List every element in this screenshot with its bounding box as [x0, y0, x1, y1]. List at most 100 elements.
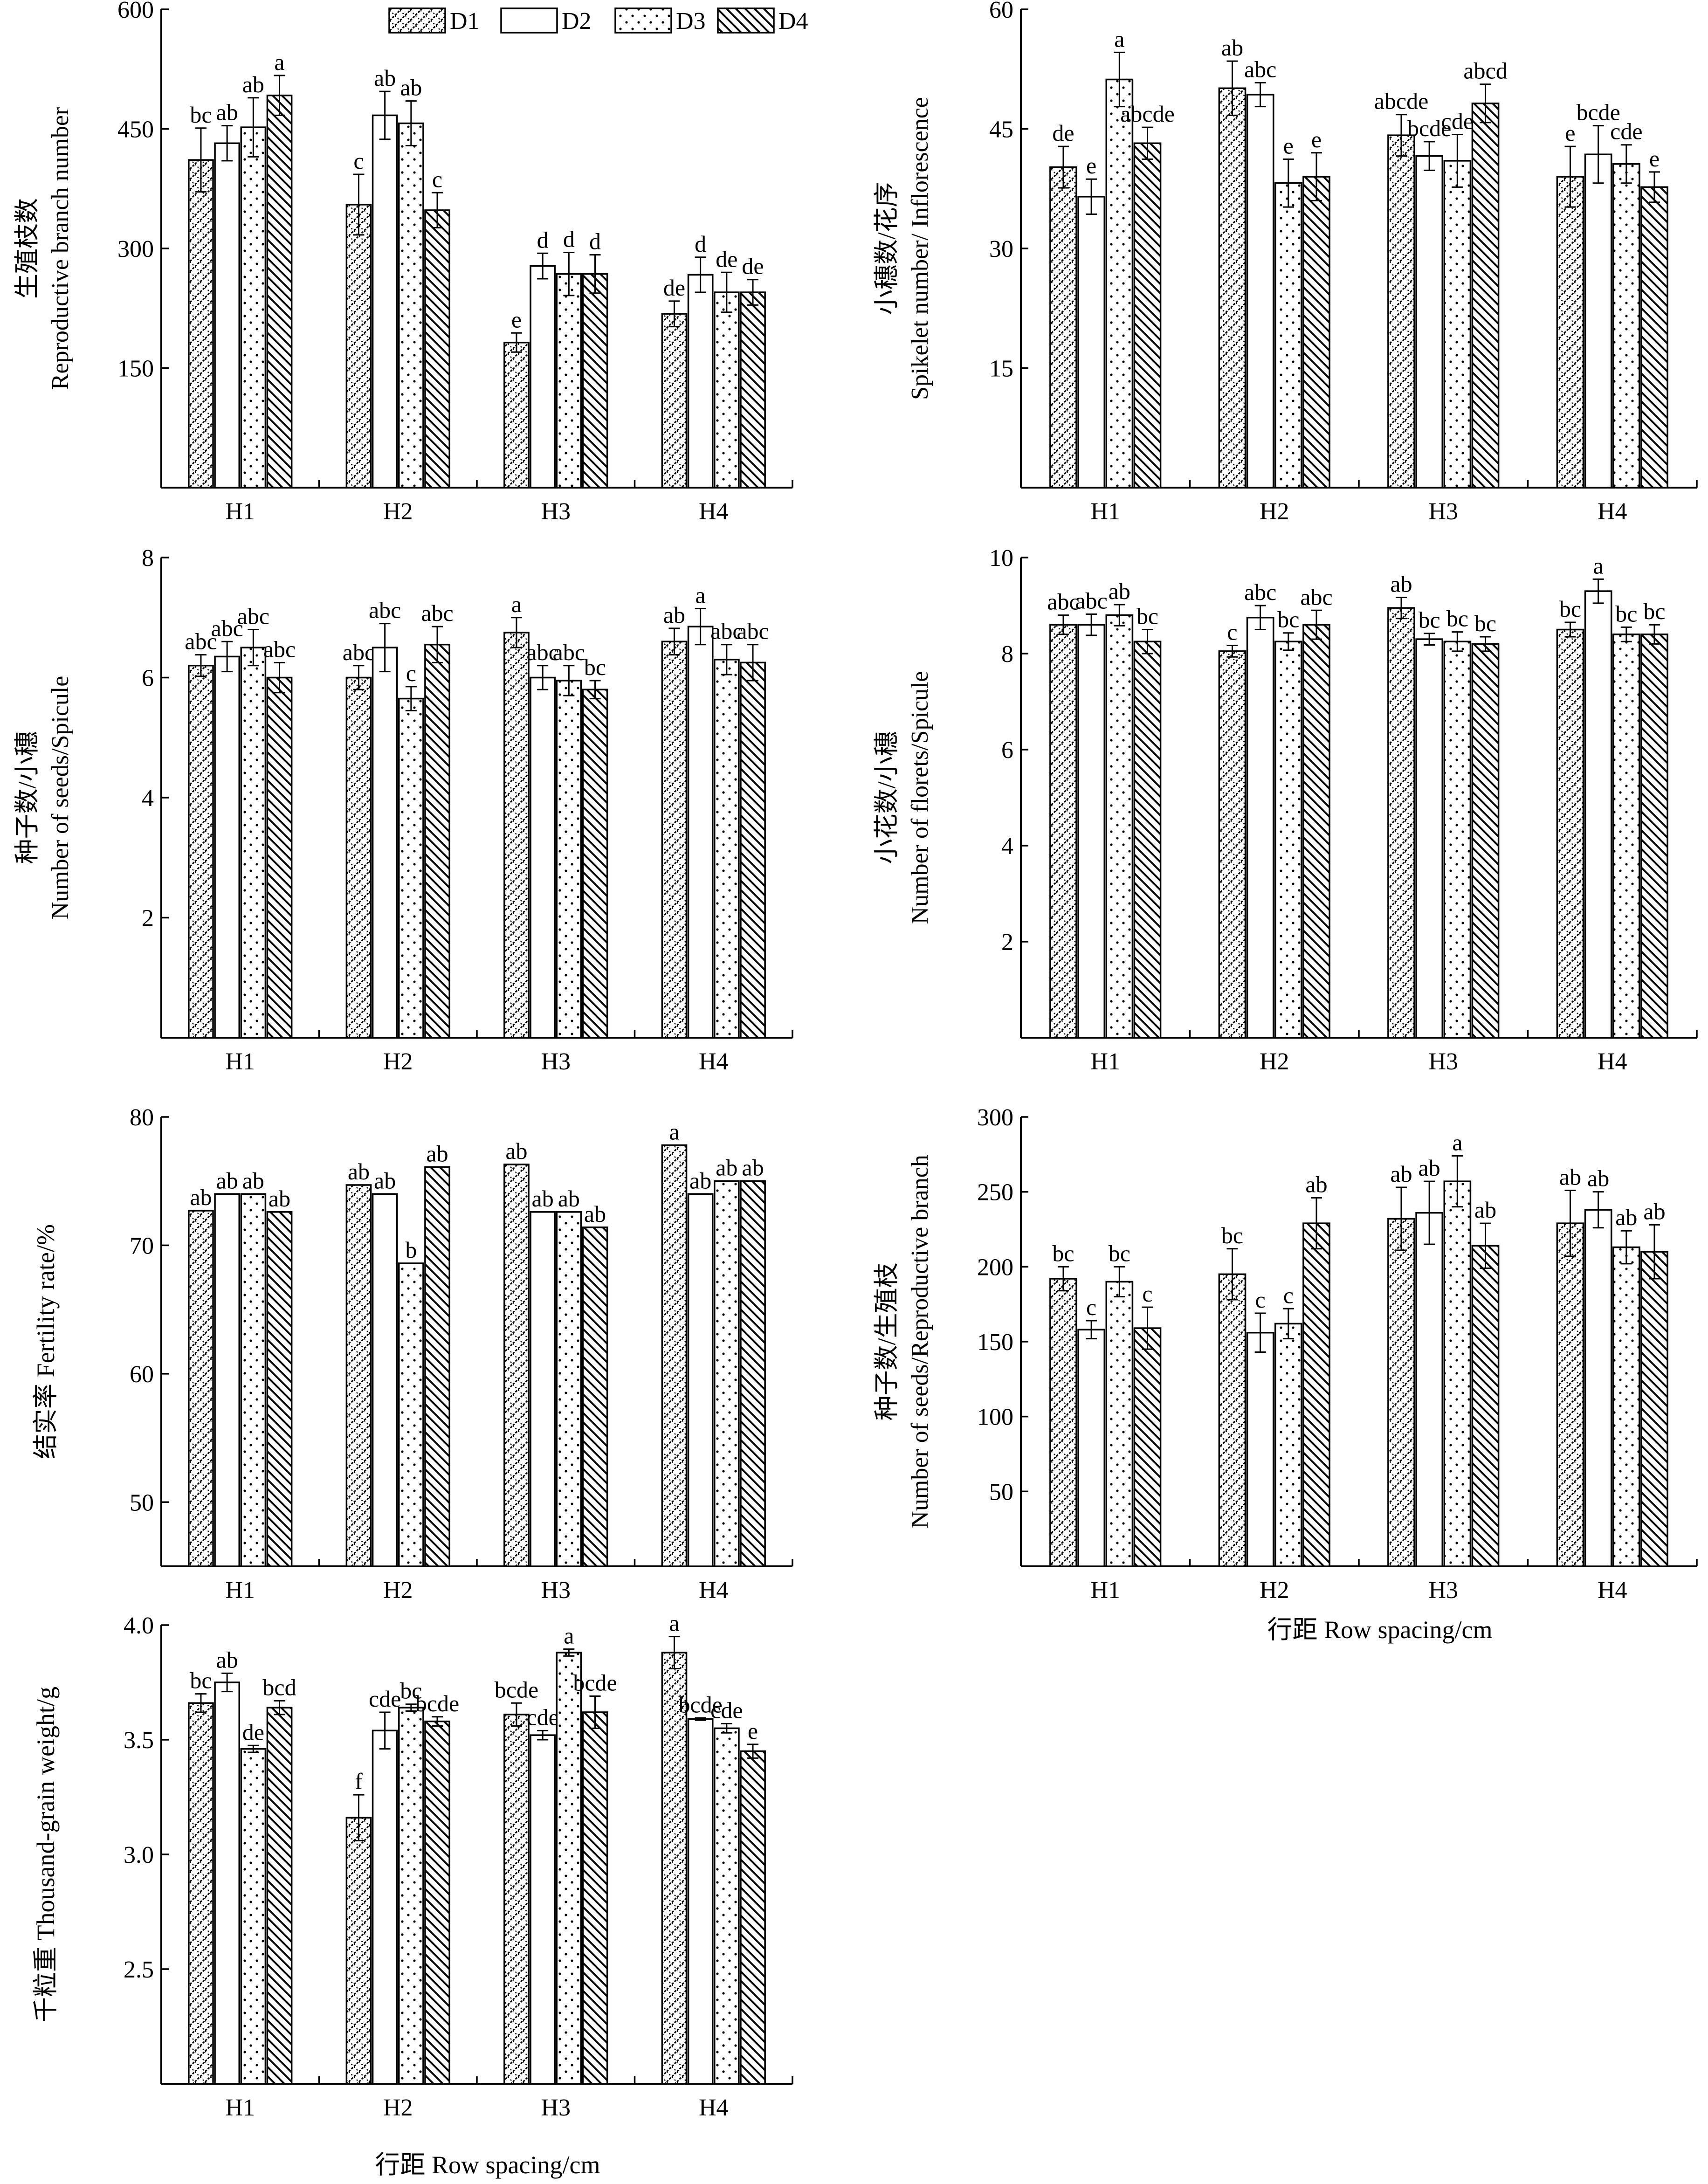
legend-swatch — [500, 7, 558, 34]
bar — [214, 655, 240, 1039]
bar — [240, 647, 267, 1039]
significance-letter: ab — [269, 1185, 290, 1212]
significance-letter: cde — [526, 1704, 558, 1730]
bar — [1218, 87, 1247, 489]
bar — [1049, 166, 1077, 489]
bar — [1133, 142, 1162, 489]
bar — [1443, 641, 1472, 1039]
significance-letter: abc — [1244, 56, 1276, 82]
y-axis-title-zh: 生殖枝数 — [13, 198, 41, 299]
bar — [188, 1210, 214, 1567]
bar — [424, 1166, 450, 1567]
y-tick-label: 30 — [989, 236, 1013, 262]
significance-letter: abc — [526, 639, 558, 665]
x-tick-label: H1 — [1090, 1577, 1120, 1604]
bar — [188, 1702, 214, 2085]
bar — [740, 661, 766, 1039]
significance-letter: ab — [1559, 1164, 1581, 1190]
y-tick-label: 60 — [989, 0, 1013, 23]
bar — [714, 1180, 740, 1567]
bar — [398, 122, 424, 489]
significance-letter: abcde — [1120, 101, 1175, 127]
y-tick-label: 2 — [1001, 929, 1013, 956]
bar — [503, 1164, 530, 1567]
bar — [424, 209, 450, 489]
bar — [424, 643, 450, 1039]
significance-letter: a — [511, 591, 522, 617]
significance-letter: ab — [400, 75, 422, 101]
x-tick-label: H4 — [699, 498, 729, 525]
bar — [1246, 617, 1274, 1039]
significance-letter: abcde — [1374, 88, 1429, 114]
y-axis-title-zh: 小花数/小穗 — [873, 731, 901, 864]
significance-letter: abcd — [1463, 58, 1507, 84]
x-tick-label: H2 — [383, 1048, 413, 1075]
bar — [530, 676, 556, 1039]
y-tick-label: 4.0 — [124, 1612, 154, 1639]
y-tick-label: 4 — [142, 785, 154, 812]
significance-letter: ab — [1615, 1204, 1637, 1230]
significance-letter: ab — [242, 71, 264, 97]
x-tick-label: H2 — [1260, 1048, 1289, 1075]
bar — [1218, 1273, 1247, 1567]
significance-letter: a — [696, 582, 706, 608]
bar — [530, 265, 556, 489]
significance-letter: c — [1227, 619, 1237, 645]
bar — [687, 1193, 714, 1567]
bar — [1133, 1327, 1162, 1567]
significance-letter: ab — [716, 1155, 737, 1181]
legend-swatch — [717, 7, 775, 34]
bar — [530, 1211, 556, 1567]
x-tick-label: H2 — [1260, 498, 1289, 525]
bar — [661, 1144, 688, 1567]
bar — [740, 1180, 766, 1567]
bar — [1049, 624, 1077, 1039]
bar — [1387, 134, 1415, 489]
x-tick-label: H3 — [541, 2094, 571, 2121]
bar — [1471, 103, 1500, 489]
y-tick-label: 150 — [977, 1329, 1013, 1356]
significance-letter: abc — [263, 636, 296, 662]
bar — [1246, 1331, 1274, 1567]
significance-letter: e — [1649, 145, 1660, 172]
x-tick-label: H4 — [1598, 498, 1627, 525]
bar — [530, 1734, 556, 2085]
y-tick-label: 450 — [117, 117, 154, 143]
bar — [1218, 650, 1247, 1039]
significance-letter: bcde — [415, 1690, 459, 1716]
bar — [556, 1652, 582, 2085]
significance-letter: ab — [1390, 1161, 1412, 1187]
bar — [1556, 628, 1584, 1039]
bar — [1387, 607, 1415, 1039]
significance-letter: cde — [369, 1686, 401, 1712]
significance-letter: ab — [532, 1185, 554, 1212]
bar — [556, 1211, 582, 1567]
significance-letter: ab — [505, 1138, 527, 1164]
significance-letter: c — [1255, 1287, 1266, 1313]
significance-letter: bc — [1419, 607, 1440, 633]
significance-letter: a — [1593, 552, 1604, 579]
bar — [345, 676, 372, 1039]
significance-letter: bc — [1474, 610, 1496, 636]
y-axis-title-en: Reproductive branch number — [47, 107, 74, 390]
bar — [1105, 614, 1134, 1039]
bar — [1302, 176, 1330, 489]
bar — [1556, 1222, 1584, 1567]
significance-letter: c — [432, 166, 442, 192]
significance-letter: bc — [1559, 596, 1581, 622]
x-tick-label: H2 — [383, 2094, 413, 2121]
significance-letter: abc — [710, 618, 743, 644]
y-tick-label: 300 — [977, 1104, 1013, 1131]
significance-letter: de — [663, 275, 685, 301]
y-tick-label: 150 — [117, 356, 154, 382]
x-tick-label: H4 — [699, 1048, 729, 1075]
bar — [582, 273, 608, 489]
panel-reproductive-branch-number: 150 300 450 600 生殖枝数 Reproductive branch numb… — [13, 0, 793, 525]
bar — [214, 1681, 240, 2085]
significance-letter: bc — [400, 1678, 422, 1704]
bar — [1415, 1212, 1443, 1567]
significance-letter: ab — [1419, 1155, 1440, 1181]
x-tick-label: H1 — [225, 2094, 255, 2121]
y-tick-label: 10 — [989, 545, 1013, 572]
